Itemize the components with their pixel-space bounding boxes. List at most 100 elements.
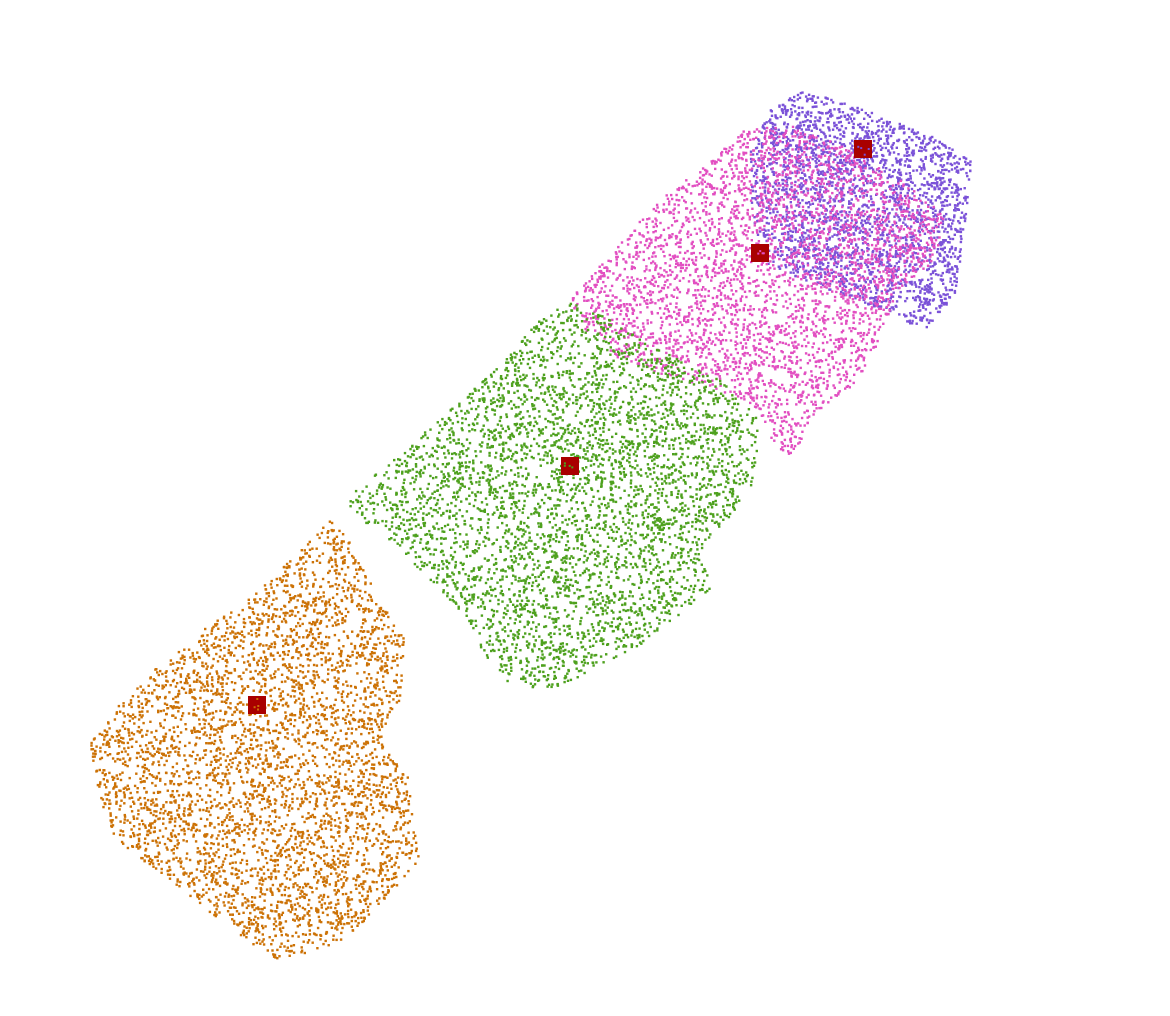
data-point	[899, 257, 902, 261]
data-point	[742, 323, 745, 326]
data-point	[940, 177, 943, 180]
data-point	[943, 251, 947, 254]
data-point	[884, 189, 887, 192]
data-point	[762, 142, 765, 146]
data-point	[882, 128, 885, 131]
data-point	[755, 346, 758, 350]
data-point	[890, 234, 894, 237]
data-point	[743, 137, 746, 141]
data-point	[868, 317, 871, 320]
data-point	[837, 121, 841, 124]
data-point	[899, 279, 903, 283]
data-point	[756, 152, 759, 156]
data-point	[804, 142, 807, 145]
data-point	[709, 352, 713, 356]
data-point	[813, 192, 817, 195]
data-point	[616, 342, 619, 345]
data-point	[885, 120, 889, 124]
data-point	[739, 392, 743, 395]
data-point	[742, 326, 745, 329]
data-point	[805, 140, 808, 143]
data-point	[738, 152, 741, 156]
data-point	[840, 199, 843, 202]
data-point	[953, 204, 957, 207]
data-point	[864, 221, 867, 225]
data-point	[907, 165, 910, 168]
data-point	[882, 249, 885, 252]
data-point	[860, 290, 863, 293]
data-point	[676, 338, 679, 342]
data-point	[877, 139, 881, 142]
data-point	[796, 169, 799, 173]
data-point	[953, 214, 956, 217]
data-point	[782, 186, 785, 189]
data-point	[860, 292, 864, 295]
data-point	[686, 320, 690, 323]
data-point	[848, 115, 851, 118]
data-point	[818, 143, 821, 146]
data-point	[775, 116, 778, 120]
data-point	[640, 295, 643, 299]
data-point	[938, 147, 941, 150]
data-point	[782, 179, 785, 182]
data-point	[754, 363, 758, 366]
data-point	[878, 177, 882, 180]
data-point	[712, 244, 715, 247]
data-point	[904, 273, 908, 276]
data-point	[894, 157, 898, 160]
data-point	[773, 207, 777, 210]
data-point	[783, 168, 786, 172]
data-point	[925, 246, 928, 249]
data-point	[931, 174, 935, 177]
data-point	[709, 324, 713, 327]
data-point	[783, 357, 786, 360]
data-point	[802, 166, 805, 169]
data-point	[791, 189, 794, 193]
data-point	[593, 310, 596, 313]
data-point	[909, 282, 912, 285]
data-point	[716, 366, 719, 369]
data-point	[827, 227, 830, 230]
data-point	[916, 267, 919, 271]
data-point	[856, 305, 859, 309]
data-point	[930, 229, 933, 232]
data-point	[964, 199, 967, 202]
data-point	[716, 304, 720, 308]
data-point	[805, 146, 809, 149]
data-point	[885, 305, 889, 309]
data-point	[789, 144, 793, 147]
data-point	[838, 116, 841, 119]
data-point	[947, 261, 950, 264]
data-point	[891, 300, 895, 303]
data-point	[947, 217, 950, 221]
data-point	[676, 288, 680, 291]
data-point	[904, 268, 907, 271]
data-point	[737, 177, 740, 181]
data-point	[929, 273, 933, 276]
data-point	[645, 225, 648, 229]
data-point	[815, 157, 819, 161]
data-point	[734, 344, 737, 347]
data-point	[825, 97, 828, 100]
data-point	[736, 342, 739, 345]
data-point	[829, 211, 832, 215]
data-point	[828, 134, 832, 137]
data-point	[884, 241, 887, 244]
data-point	[730, 313, 733, 316]
data-point	[842, 239, 845, 242]
data-point	[601, 309, 604, 313]
data-point	[617, 304, 620, 307]
data-point	[831, 356, 834, 359]
data-point	[828, 129, 831, 132]
data-point	[893, 127, 896, 131]
data-point	[895, 270, 898, 273]
data-point	[756, 219, 760, 222]
data-point	[948, 155, 951, 158]
data-point	[936, 177, 939, 180]
data-point	[883, 170, 886, 173]
data-point	[856, 357, 860, 361]
data-point	[788, 216, 791, 219]
data-point	[887, 303, 890, 307]
data-point	[889, 270, 892, 273]
data-point	[741, 157, 744, 161]
